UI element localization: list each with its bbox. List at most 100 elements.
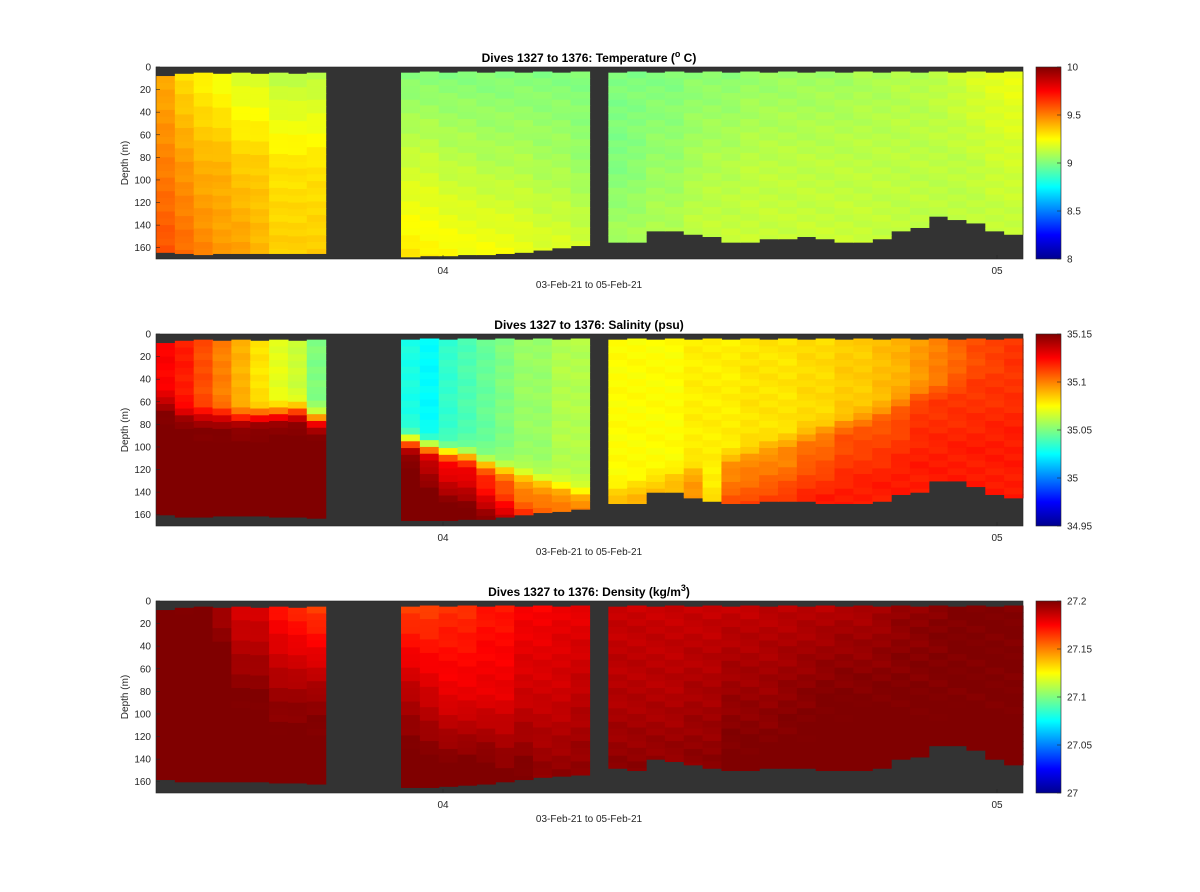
- density-cell: [514, 687, 534, 696]
- salinity-cell: [269, 387, 289, 395]
- salinity-cell: [815, 345, 836, 353]
- temperature-cell: [419, 132, 440, 140]
- temperature-cell: [514, 79, 534, 87]
- density-cell: [269, 755, 289, 764]
- temperature-cell: [551, 242, 572, 249]
- salinity-cell: [231, 427, 251, 436]
- density-cell: [966, 734, 986, 742]
- density-cell: [551, 694, 572, 703]
- salinity-cell: [250, 428, 270, 437]
- salinity-cell: [891, 480, 911, 489]
- salinity-cell: [608, 434, 628, 442]
- temperature-cell: [250, 249, 270, 254]
- salinity-cell: [702, 365, 723, 373]
- temperature-cell: [872, 201, 892, 209]
- density-cell: [872, 620, 892, 628]
- density-cell: [608, 708, 628, 716]
- density-cell: [721, 647, 741, 655]
- salinity-cell: [269, 400, 289, 409]
- temperature-cell: [532, 139, 553, 147]
- density-cell: [646, 728, 666, 736]
- salinity-cell: [853, 413, 873, 421]
- salinity-cell: [664, 379, 685, 387]
- temperature-cell: [438, 221, 459, 230]
- density-cell: [891, 659, 911, 668]
- density-cell: [419, 774, 440, 783]
- density-cell: [231, 769, 251, 777]
- temperature-cell: [306, 140, 327, 148]
- density-cell: [777, 652, 798, 661]
- salinity-cell: [457, 487, 478, 495]
- temperature-cell: [269, 133, 289, 142]
- density-cell: [419, 686, 440, 695]
- salinity-cell: [909, 420, 930, 429]
- temperature-cell: [570, 213, 591, 222]
- salinity-cell: [476, 393, 496, 402]
- density-cell: [156, 671, 176, 679]
- temperature-cell: [759, 120, 779, 128]
- density-cell: [457, 673, 478, 681]
- salinity-cell: [646, 407, 666, 415]
- temperature-cell: [853, 98, 873, 106]
- density-cell: [834, 728, 854, 736]
- salinity-dive-column: [683, 339, 704, 499]
- density-cell: [287, 655, 308, 663]
- salinity-cell: [532, 352, 553, 360]
- density-cell: [401, 735, 421, 743]
- density-cell: [193, 769, 214, 777]
- temperature-cell: [815, 125, 836, 134]
- temperature-cell: [777, 234, 798, 240]
- density-cell: [683, 667, 704, 676]
- density-cell: [156, 765, 176, 774]
- salinity-cell: [457, 453, 478, 462]
- temperature-cell: [495, 78, 515, 86]
- salinity-cell: [759, 353, 779, 361]
- temperature-cell: [306, 133, 327, 142]
- temperature-cell: [231, 120, 251, 128]
- density-cell: [419, 747, 440, 756]
- density-cell: [646, 681, 666, 689]
- density-cell: [212, 607, 232, 616]
- temperature-cell: [928, 186, 949, 195]
- salinity-cell: [570, 487, 591, 495]
- temperature-cell: [306, 194, 327, 202]
- salinity-cell: [834, 366, 854, 375]
- temperature-cell: [759, 160, 779, 169]
- temperature-cell: [759, 235, 779, 240]
- density-cell: [947, 626, 968, 635]
- salinity-cell: [683, 434, 704, 442]
- temperature-dive-column: [287, 73, 308, 254]
- density-cell: [664, 652, 685, 661]
- salinity-cell: [796, 427, 817, 436]
- density-cell: [401, 782, 421, 788]
- temperature-cell: [495, 85, 515, 93]
- temperature-cell: [853, 146, 873, 154]
- salinity-cell: [250, 489, 270, 498]
- density-cell: [476, 620, 496, 628]
- salinity-cell: [777, 433, 798, 441]
- temperature-dive-column: [815, 71, 836, 240]
- temperature-cell: [156, 211, 176, 219]
- temperature-cell: [250, 134, 270, 143]
- temperature-cell: [853, 105, 873, 113]
- salinity-cell: [928, 406, 949, 414]
- density-dive-column: [777, 605, 798, 769]
- density-cell: [156, 745, 176, 753]
- temperature-cell: [401, 86, 421, 94]
- density-cell: [514, 776, 534, 781]
- temperature-cell: [438, 248, 459, 257]
- temperature-cell: [193, 72, 214, 81]
- salinity-cell: [702, 460, 723, 468]
- temperature-cell: [683, 167, 704, 175]
- density-cell: [532, 713, 553, 722]
- density-cell: [231, 748, 251, 757]
- density-cell: [834, 633, 854, 642]
- density-cell: [646, 626, 666, 635]
- salinity-cell: [966, 392, 986, 401]
- density-cell: [646, 694, 666, 703]
- temperature-cell: [174, 100, 195, 109]
- temperature-cell: [193, 174, 214, 182]
- density-cell: [702, 720, 723, 729]
- density-cell: [777, 666, 798, 674]
- salinity-dive-column: [834, 339, 854, 505]
